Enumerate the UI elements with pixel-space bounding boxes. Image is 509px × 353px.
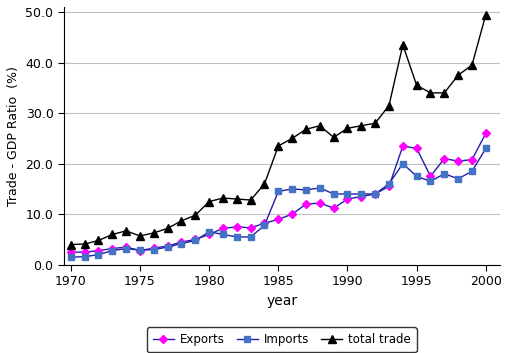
Exports [192, 237, 198, 241]
Exports [95, 249, 101, 253]
total trade [206, 199, 212, 204]
Exports [357, 195, 363, 199]
total trade [164, 226, 171, 231]
total trade [95, 238, 101, 243]
Exports [330, 206, 336, 210]
total trade [427, 91, 433, 95]
Exports [151, 246, 157, 250]
Imports [68, 255, 74, 259]
Exports [454, 159, 460, 163]
Exports [219, 226, 225, 231]
total trade [151, 231, 157, 235]
Exports [413, 146, 419, 151]
Imports [206, 230, 212, 234]
Y-axis label: Trade - GDP Ratio  (%): Trade - GDP Ratio (%) [7, 66, 20, 206]
Exports [247, 226, 253, 230]
Imports [81, 255, 88, 259]
Exports [109, 246, 115, 251]
total trade [454, 73, 460, 77]
total trade [109, 232, 115, 237]
X-axis label: year: year [266, 294, 297, 308]
Imports [164, 245, 171, 249]
Imports [385, 182, 391, 186]
Exports [399, 144, 405, 148]
total trade [440, 91, 446, 95]
total trade [372, 121, 378, 125]
total trade [468, 63, 474, 67]
total trade [219, 196, 225, 200]
total trade [178, 219, 184, 223]
total trade [233, 197, 239, 201]
Imports [357, 192, 363, 196]
total trade [330, 135, 336, 139]
Imports [137, 248, 143, 252]
Imports [427, 179, 433, 184]
Exports [316, 201, 322, 205]
Exports [385, 184, 391, 189]
Imports [454, 177, 460, 181]
Exports [123, 245, 129, 249]
Imports [233, 235, 239, 239]
Line: Imports: Imports [68, 145, 488, 260]
Imports [219, 232, 225, 237]
Imports [289, 187, 295, 191]
Imports [275, 189, 281, 193]
Exports [81, 250, 88, 254]
Imports [316, 186, 322, 190]
Imports [95, 252, 101, 257]
Imports [440, 172, 446, 176]
Imports [247, 235, 253, 239]
total trade [81, 242, 88, 246]
Exports [302, 202, 308, 206]
Exports [68, 250, 74, 254]
total trade [413, 83, 419, 88]
total trade [68, 243, 74, 247]
Imports [261, 223, 267, 227]
Imports [344, 192, 350, 196]
Imports [302, 188, 308, 192]
Imports [151, 247, 157, 252]
Exports [440, 156, 446, 161]
Imports [372, 192, 378, 196]
Legend: Exports, Imports, total trade: Exports, Imports, total trade [147, 327, 416, 352]
Exports [468, 157, 474, 162]
total trade [482, 12, 488, 17]
total trade [399, 43, 405, 47]
total trade [123, 229, 129, 233]
Exports [427, 174, 433, 178]
total trade [261, 182, 267, 186]
Imports [330, 192, 336, 196]
total trade [344, 126, 350, 130]
Imports [468, 169, 474, 173]
Exports [178, 240, 184, 244]
total trade [137, 234, 143, 238]
Imports [192, 238, 198, 243]
Imports [178, 241, 184, 246]
Exports [482, 131, 488, 136]
total trade [385, 103, 391, 108]
Line: total trade: total trade [67, 11, 489, 249]
Imports [482, 146, 488, 151]
Exports [275, 217, 281, 221]
total trade [289, 136, 295, 140]
Exports [344, 197, 350, 201]
total trade [357, 124, 363, 128]
Exports [261, 221, 267, 226]
Imports [413, 174, 419, 178]
Exports [137, 249, 143, 253]
total trade [192, 213, 198, 217]
total trade [302, 127, 308, 131]
Exports [164, 244, 171, 248]
Imports [399, 162, 405, 166]
Exports [233, 225, 239, 229]
total trade [247, 198, 253, 202]
Exports [206, 232, 212, 237]
Line: Exports: Exports [68, 130, 488, 255]
Imports [109, 249, 115, 253]
Imports [123, 246, 129, 251]
Exports [289, 212, 295, 216]
total trade [275, 144, 281, 148]
Exports [372, 192, 378, 196]
total trade [316, 124, 322, 128]
